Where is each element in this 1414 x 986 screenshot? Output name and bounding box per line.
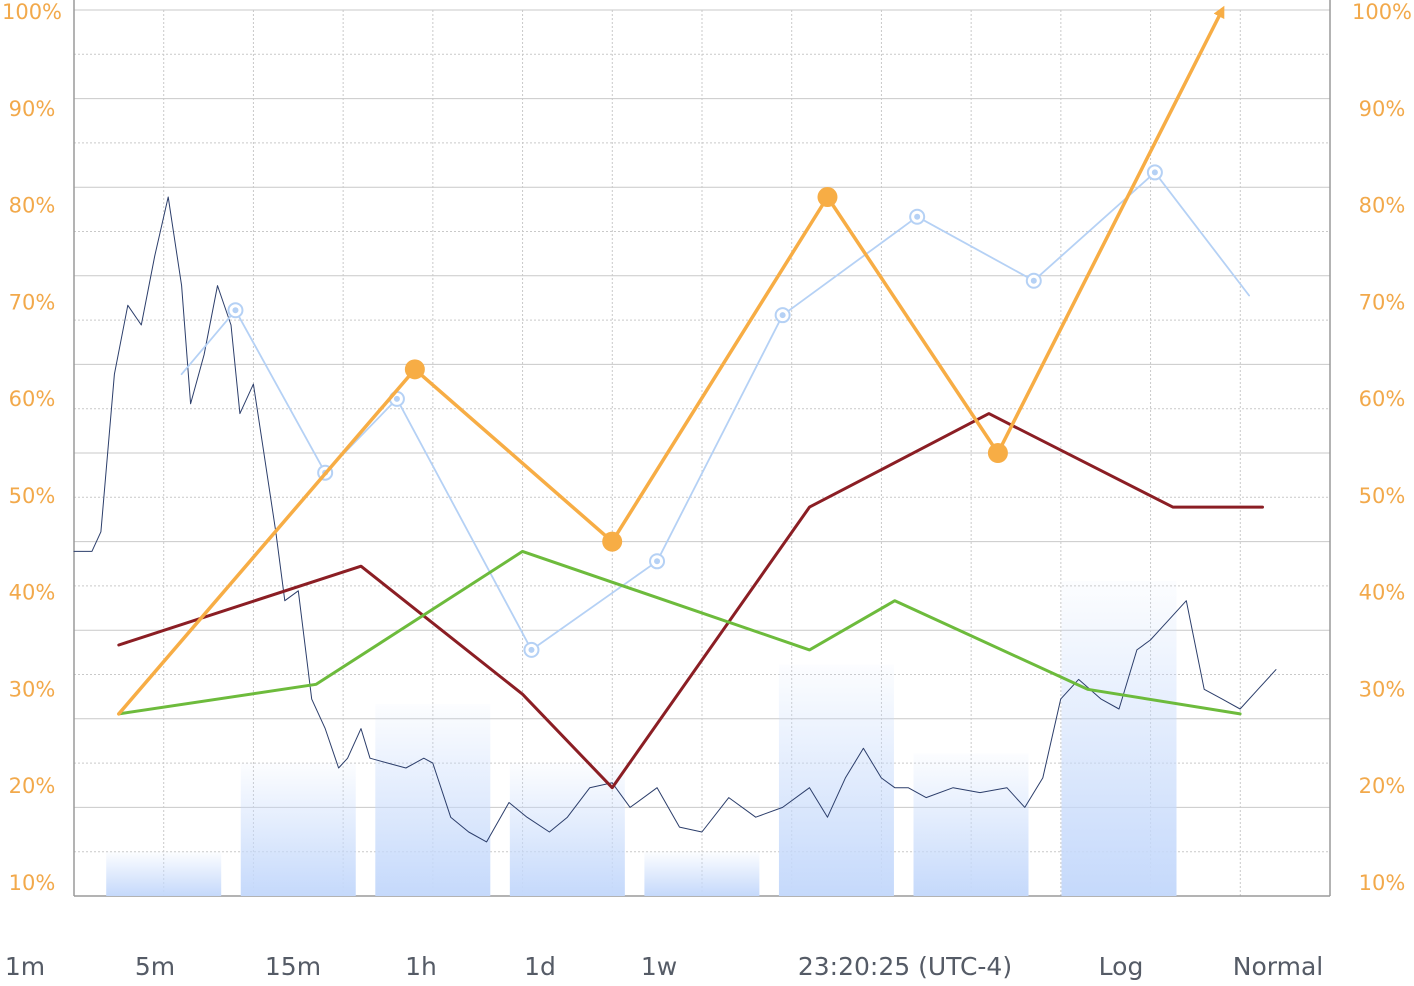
series-orange (119, 10, 1222, 714)
y-tick-label-right: 80% (1359, 194, 1406, 218)
bottom-toolbar: 1m 5m 15m 1h 1d 1w 23:20:25 (UTC-4) Log Normal (5, 952, 1323, 981)
y-tick-label-right: 50% (1359, 484, 1406, 508)
volume-bar (241, 763, 356, 896)
data-point-dot (914, 214, 920, 220)
data-point-dot (528, 647, 534, 653)
interval-button-1m[interactable]: 1m (5, 952, 45, 981)
series-line (182, 172, 1250, 650)
y-tick-label-left: 80% (9, 194, 56, 218)
y-tick-label-right: 10% (1359, 871, 1406, 895)
data-point (602, 532, 622, 552)
y-tick-label-left: 40% (9, 581, 56, 605)
data-point-dot (394, 396, 400, 402)
normal-scale-button[interactable]: Normal (1233, 952, 1323, 981)
interval-button-15m[interactable]: 15m (265, 952, 321, 981)
series-line (119, 10, 1222, 714)
y-tick-label-left: 100% (2, 0, 62, 24)
y-tick-label-left: 90% (9, 97, 56, 121)
y-tick-label-left: 30% (9, 677, 56, 701)
volume-bar (779, 665, 894, 896)
volume-bar (914, 753, 1029, 896)
data-point (817, 187, 837, 207)
volume-bar (1062, 581, 1177, 896)
y-tick-label-left: 20% (9, 774, 56, 798)
data-point-dot (780, 312, 786, 318)
y-tick-label-left: 60% (9, 387, 56, 411)
y-tick-label-left: 50% (9, 484, 56, 508)
volume-bars (106, 581, 1176, 896)
y-tick-label-right: 100% (1352, 0, 1412, 24)
data-point-dot (1031, 278, 1037, 284)
time-readout: 23:20:25 (UTC-4) (798, 952, 1012, 981)
volume-bar (644, 852, 759, 896)
y-tick-label-right: 40% (1359, 581, 1406, 605)
y-tick-label-right: 60% (1359, 387, 1406, 411)
y-tick-label-left: 10% (9, 871, 56, 895)
y-tick-label-right: 30% (1359, 677, 1406, 701)
data-point (988, 443, 1008, 463)
interval-button-1h[interactable]: 1h (405, 952, 437, 981)
volume-bar (375, 704, 490, 896)
log-scale-button[interactable]: Log (1099, 952, 1144, 981)
interval-button-5m[interactable]: 5m (135, 952, 175, 981)
interval-button-1w[interactable]: 1w (641, 952, 677, 981)
interval-button-1d[interactable]: 1d (524, 952, 556, 981)
data-point-dot (1152, 169, 1158, 175)
y-tick-label-right: 90% (1359, 97, 1406, 121)
y-tick-labels: 100% 90% 80% 70% 60% 50% 40% 30% 20% 10% 100% 90% 80… (2, 0, 1412, 895)
volume-bar (106, 852, 221, 896)
data-point-dot (232, 307, 238, 313)
data-point-dot (654, 558, 660, 564)
data-point (405, 359, 425, 379)
y-tick-label-left: 70% (9, 290, 56, 314)
y-tick-label-right: 20% (1359, 774, 1406, 798)
y-tick-label-right: 70% (1359, 290, 1406, 314)
